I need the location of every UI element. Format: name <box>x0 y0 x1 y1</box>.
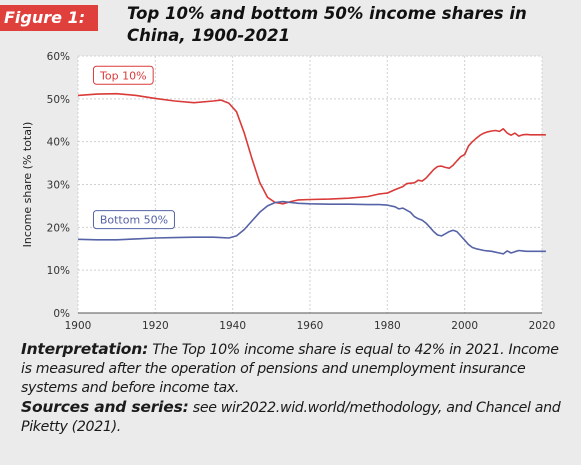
annotation-label: Bottom 50% <box>100 214 168 227</box>
annotation-box <box>92 210 175 230</box>
x-tick-label: 1980 <box>374 320 401 332</box>
x-tick-label: 2000 <box>451 320 478 332</box>
x-tick-label: 2020 <box>529 320 556 332</box>
y-tick-label: 30% <box>47 180 70 192</box>
x-tick-label: 1900 <box>65 320 92 332</box>
sources-label: Sources and series: <box>21 398 189 416</box>
annotation-label: Top 10% <box>99 69 147 82</box>
x-tick-label: 1960 <box>297 320 324 332</box>
sources-text: see wir2022.wid.world/methodology, and C… <box>21 400 561 435</box>
x-tick-label: 1940 <box>219 320 246 332</box>
y-tick-label: 40% <box>47 137 70 149</box>
y-tick-label: 60% <box>47 51 70 63</box>
annotation-box <box>92 65 154 85</box>
income-share-chart: 0% 10% 20% 30% 40% 50% 60% 1900 1920 1940 1960 1980… <box>21 51 556 332</box>
series-line-top-10 <box>77 92 546 205</box>
y-axis-label: Income share (% total) <box>21 122 34 248</box>
y-tick-label: 50% <box>47 94 70 106</box>
figure-label: Figure 1: <box>0 5 98 31</box>
interpretation-paragraph: Interpretation: The Top 10% income share… <box>21 340 571 398</box>
interpretation-label: Interpretation: <box>21 340 149 358</box>
y-tick-label: 20% <box>47 222 70 234</box>
sources-paragraph: Sources and series: see wir2022.wid.worl… <box>21 398 571 437</box>
figure-title: Top 10% and bottom 50% income shares in … <box>127 4 527 45</box>
interpretation-text: The Top 10% income share is equal to 42%… <box>21 342 559 396</box>
x-tick-label: 1920 <box>142 320 169 332</box>
y-tick-label: 10% <box>47 265 70 277</box>
notes-block: Interpretation: The Top 10% income share… <box>21 340 571 437</box>
series-line-bottom-50 <box>77 200 546 255</box>
y-tick-label: 0% <box>53 308 70 320</box>
